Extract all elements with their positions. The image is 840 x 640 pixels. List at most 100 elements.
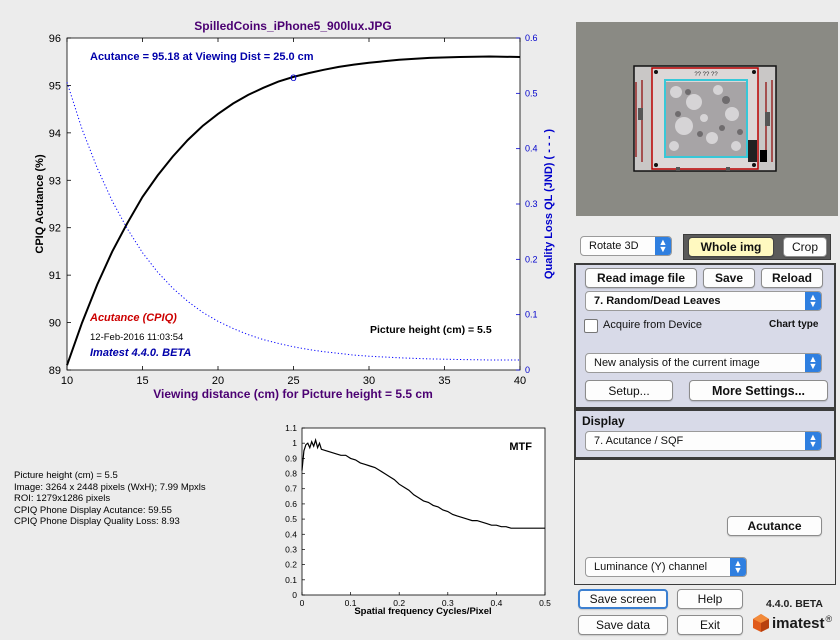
select-arrows-icon: ▲ ▼ [805,354,821,372]
rotate-select-value: Rotate 3D [589,240,639,252]
mtf-x-axis-label: Spatial frequency Cycles/Pixel [354,606,491,617]
analysis-select[interactable]: New analysis of the current image ▲ ▼ [585,353,822,373]
plot-title: SpilledCoins_iPhone5_900lux.JPG [194,19,391,33]
help-button[interactable]: Help [677,589,743,609]
mtf-y-tick-label: 0.4 [285,529,297,539]
y-tick-label-right: 0 [525,365,530,375]
y-axis-label-left: CPIQ Acutance (%) [34,154,46,254]
setup-button[interactable]: Setup... [585,380,673,401]
x-tick-label: 25 [287,375,299,387]
mtf-y-tick-label: 0 [292,590,297,600]
exit-button[interactable]: Exit [677,615,743,635]
timestamp: 12-Feb-2016 11:03:54 [90,332,183,343]
mtf-y-tick-label: 0.7 [285,484,297,494]
imatest-logo-icon [753,614,769,632]
info-line: ROI: 1279x1286 pixels [14,493,111,504]
mtf-x-tick-label: 0.3 [442,598,454,608]
chart-type-select[interactable]: 7. Random/Dead Leaves ▲ ▼ [585,291,822,311]
mtf-y-tick-label: 0.5 [285,514,297,524]
select-arrows-icon: ▲ ▼ [805,292,821,310]
acquire-checkbox[interactable] [584,319,598,333]
y-tick-label-right: 0.6 [525,33,538,43]
mtf-series-line [301,437,545,529]
imatest-logo-text: imatest [772,614,825,632]
mtf-y-tick-label: 0.9 [285,453,297,463]
select-arrows-icon: ▲ ▼ [655,237,671,255]
x-tick-label: 10 [61,375,73,387]
mtf-y-tick-label: 0.1 [285,575,297,585]
y-tick-label-right: 0.2 [525,254,538,264]
mtf-y-tick-label: 1 [292,438,297,448]
chart-type-label: Chart type [769,319,819,330]
acutance-note: Acutance = 95.18 at Viewing Dist = 25.0 … [90,51,314,63]
mtf-x-tick-label: 0.4 [490,598,502,608]
reload-button[interactable]: Reload [761,268,823,288]
acutance-button[interactable]: Acutance [727,516,822,536]
y-tick-label-left: 95 [49,80,61,92]
quality-loss-series-line [66,82,520,361]
y-tick-label-left: 92 [49,223,61,235]
x-axis-label: Viewing distance (cm) for Picture height… [153,387,433,401]
x-tick-label: 15 [136,375,148,387]
info-line: Image: 3264 x 2448 pixels (WxH); 7.99 Mp… [14,481,206,493]
acutance-point-marker: o [290,70,297,84]
y-tick-label-right: 0.4 [525,144,538,154]
y-tick-label-right: 0.3 [525,199,538,209]
mtf-x-tick-label: 0 [300,598,305,608]
save-image-button[interactable]: Save [703,268,755,288]
acutance-series-line [66,55,521,366]
display-title: Display [582,414,625,428]
y-tick-label-left: 91 [49,270,61,282]
mtf-y-tick-label: 1.1 [285,423,297,433]
y-tick-label-left: 94 [49,128,61,140]
info-line: CPIQ Phone Display Acutance: 59.55 [14,504,172,516]
rotate-select[interactable]: Rotate 3D ▲ ▼ [580,236,672,256]
mtf-y-tick-label: 0.8 [285,469,297,479]
read-image-button[interactable]: Read image file [585,268,697,288]
x-tick-label: 40 [514,375,526,387]
acutance-plot: SpilledCoins_iPhone5_900lux.JPG 10 15 20 25… [34,19,555,401]
version-text: 4.4.0. BETA [766,598,823,610]
mtf-x-tick-label: 0.5 [539,598,551,608]
version-label: Imatest 4.4.0. BETA [90,347,191,359]
y-tick-label-left: 90 [49,318,61,330]
legend-cpiq: Acutance (CPIQ) [89,312,177,324]
y-tick-label-left: 96 [49,33,61,45]
image-info: Picture height (cm) = 5.5 Image: 3264 x … [14,470,206,528]
y-tick-label-left: 89 [49,365,61,377]
save-screen-button[interactable]: Save screen [578,589,668,609]
display-select-value: 7. Acutance / SQF [594,435,684,447]
mtf-y-tick-label: 0.3 [285,544,297,554]
mtf-x-tick-label: 0.1 [345,598,357,608]
y-tick-label-right: 0.1 [525,310,538,320]
select-arrows-icon: ▲ ▼ [805,432,821,450]
channel-select[interactable]: Luminance (Y) channel ▲ ▼ [585,557,747,577]
y-tick-label-left: 93 [49,175,61,187]
crop-button[interactable]: Crop [783,237,827,257]
channel-select-value: Luminance (Y) channel [594,561,708,573]
thumbnail-chart-label: ?? ?? ?? [694,72,718,78]
acquire-label: Acquire from Device [603,319,703,331]
x-tick-label: 20 [212,375,224,387]
mtf-y-tick-label: 0.6 [285,499,297,509]
imatest-logo-reg: ® [825,614,833,624]
display-select[interactable]: 7. Acutance / SQF ▲ ▼ [585,431,822,451]
chart-photo: ?? ?? ?? [633,65,777,172]
imatest-logo: imatest ® [752,613,832,633]
mtf-y-tick-label: 0.2 [285,560,297,570]
analysis-select-value: New analysis of the current image [594,357,760,369]
x-tick-label: 35 [438,375,450,387]
select-arrows-icon: ▲ ▼ [730,558,746,576]
whole-img-button[interactable]: Whole img [688,237,774,257]
mtf-x-tick-label: 0.2 [393,598,405,608]
info-line: CPIQ Phone Display Quality Loss: 8.93 [14,516,180,527]
image-thumbnail[interactable]: ?? ?? ?? [576,22,838,216]
info-line: Picture height (cm) = 5.5 [14,470,118,481]
chart-type-select-value: 7. Random/Dead Leaves [594,295,721,307]
more-settings-button[interactable]: More Settings... [689,380,828,401]
mtf-title: MTF [509,441,532,453]
save-data-button[interactable]: Save data [578,615,668,635]
picture-height-note: Picture height (cm) = 5.5 [370,324,492,336]
x-tick-label: 30 [363,375,375,387]
mtf-plot: 0 0.1 0.2 0.3 0.4 0.5 0 0.1 0.2 0.3 0.4 0.5 0.6 0.7 0… [285,423,551,617]
